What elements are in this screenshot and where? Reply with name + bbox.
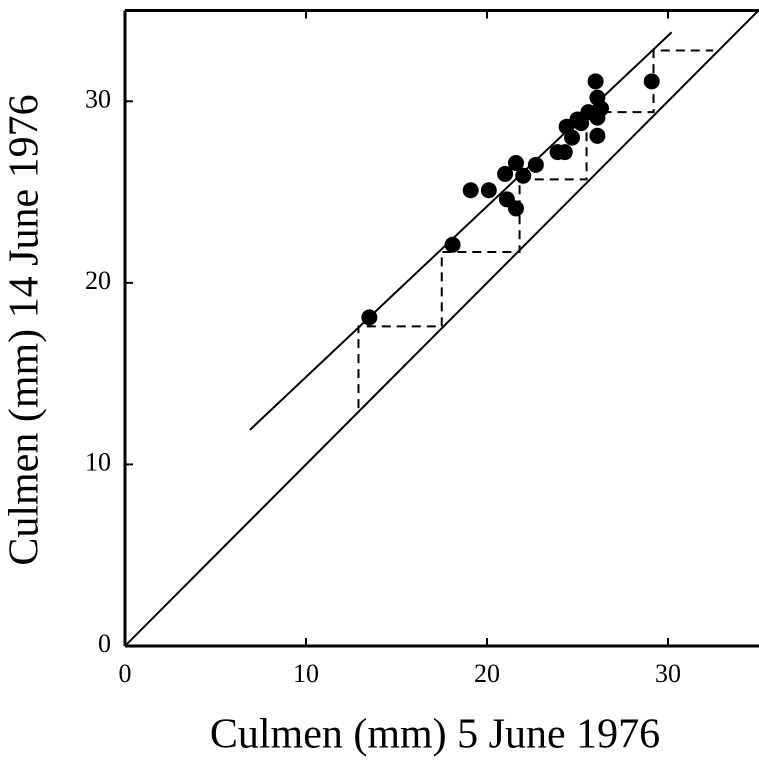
x-tick-label: 20: [474, 659, 500, 688]
y-tick-label: 20: [85, 266, 111, 295]
y-tick-label: 0: [98, 629, 111, 658]
y-tick-label: 30: [85, 84, 111, 113]
point: [564, 129, 581, 146]
line: [249, 31, 673, 431]
x-tick-label: 0: [119, 659, 132, 688]
point: [527, 156, 544, 173]
point: [507, 200, 524, 217]
point: [589, 127, 606, 144]
point: [361, 309, 378, 326]
point: [497, 165, 514, 182]
y-axis-title: Culmen (mm) 14 June 1976: [2, 94, 48, 565]
x-tick-label: 10: [293, 659, 319, 688]
point: [480, 182, 497, 199]
point: [593, 100, 610, 117]
point: [507, 155, 524, 172]
point: [587, 73, 604, 90]
line: [124, 9, 759, 647]
x-tick-label: 30: [655, 659, 681, 688]
x-axis-title: Culmen (mm) 5 June 1976: [210, 712, 660, 758]
point: [515, 167, 532, 184]
dashed-line: [357, 49, 714, 409]
point: [462, 182, 479, 199]
point: [556, 144, 573, 161]
y-tick-label: 10: [85, 447, 111, 476]
point: [444, 236, 461, 253]
point: [643, 73, 660, 90]
